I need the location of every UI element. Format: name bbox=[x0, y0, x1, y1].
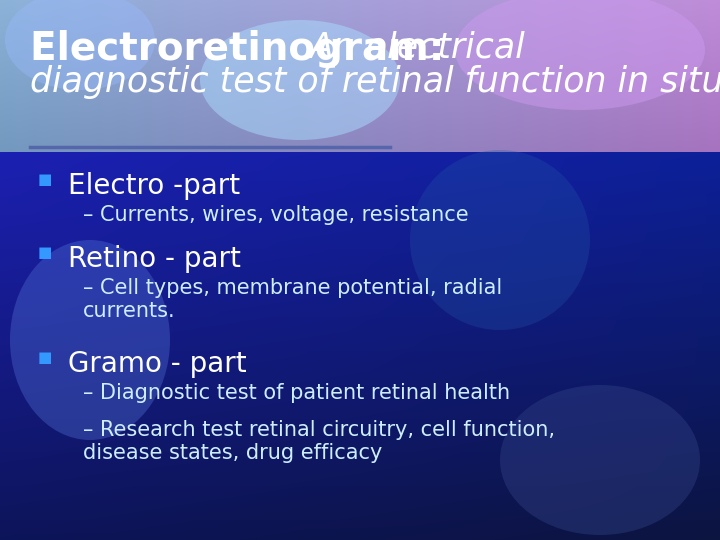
Ellipse shape bbox=[500, 385, 700, 535]
Text: diagnostic test of retinal function in situ: diagnostic test of retinal function in s… bbox=[30, 65, 720, 99]
Text: ■: ■ bbox=[38, 172, 53, 187]
Text: – Diagnostic test of patient retinal health: – Diagnostic test of patient retinal hea… bbox=[83, 383, 510, 403]
Text: An electrical: An electrical bbox=[310, 30, 526, 64]
Text: Electroretinogram:: Electroretinogram: bbox=[30, 30, 458, 68]
Ellipse shape bbox=[5, 0, 155, 90]
Text: – Cell types, membrane potential, radial
currents.: – Cell types, membrane potential, radial… bbox=[83, 278, 503, 321]
Ellipse shape bbox=[455, 0, 705, 110]
Text: Gramo - part: Gramo - part bbox=[68, 350, 247, 378]
Text: – Currents, wires, voltage, resistance: – Currents, wires, voltage, resistance bbox=[83, 205, 469, 225]
Ellipse shape bbox=[200, 20, 400, 140]
Ellipse shape bbox=[10, 240, 170, 440]
Text: ■: ■ bbox=[38, 245, 53, 260]
Text: Retino - part: Retino - part bbox=[68, 245, 241, 273]
Text: ■: ■ bbox=[38, 350, 53, 365]
Text: Electro -part: Electro -part bbox=[68, 172, 240, 200]
Text: – Research test retinal circuitry, cell function,
disease states, drug efficacy: – Research test retinal circuitry, cell … bbox=[83, 420, 555, 463]
Ellipse shape bbox=[410, 150, 590, 330]
